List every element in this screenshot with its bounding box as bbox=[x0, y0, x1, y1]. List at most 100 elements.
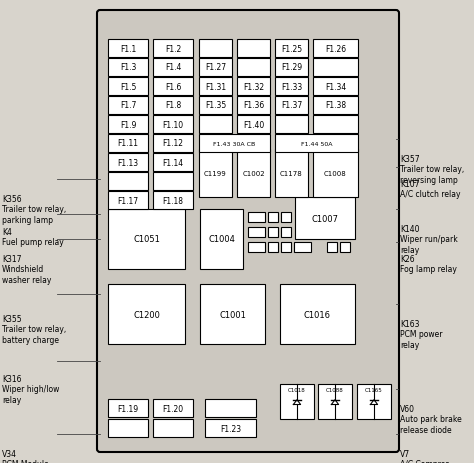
Text: F1.10: F1.10 bbox=[163, 120, 183, 129]
Text: V7
A/C Compres-
sor clutch diode: V7 A/C Compres- sor clutch diode bbox=[400, 449, 461, 463]
Text: C1051: C1051 bbox=[133, 235, 160, 244]
Text: F1.11: F1.11 bbox=[118, 139, 138, 148]
Bar bbox=[275, 40, 308, 58]
Bar bbox=[248, 213, 265, 223]
Text: F1.26: F1.26 bbox=[325, 44, 346, 53]
Bar bbox=[275, 97, 308, 115]
Text: V60
Auto park brake
release diode: V60 Auto park brake release diode bbox=[400, 404, 462, 434]
Text: F1.7: F1.7 bbox=[120, 101, 136, 110]
Text: F1.12: F1.12 bbox=[163, 139, 183, 148]
Bar bbox=[327, 243, 337, 252]
Bar bbox=[108, 284, 185, 344]
Bar bbox=[237, 40, 270, 58]
Text: K4
Fuel pump relay: K4 Fuel pump relay bbox=[2, 227, 64, 247]
Bar bbox=[268, 213, 278, 223]
Text: F1.37: F1.37 bbox=[281, 101, 302, 110]
Text: C1178: C1178 bbox=[280, 171, 303, 176]
Bar bbox=[248, 243, 265, 252]
Bar bbox=[313, 116, 358, 134]
Bar bbox=[153, 78, 193, 96]
Bar bbox=[108, 419, 148, 437]
Bar bbox=[153, 399, 193, 417]
Text: K356
Trailer tow relay,
parking lamp: K356 Trailer tow relay, parking lamp bbox=[2, 194, 66, 224]
Text: F1.4: F1.4 bbox=[165, 63, 181, 72]
Bar bbox=[108, 59, 148, 77]
Bar bbox=[237, 97, 270, 115]
Bar bbox=[318, 384, 352, 419]
Bar bbox=[205, 419, 256, 437]
Bar bbox=[108, 135, 148, 153]
Bar bbox=[108, 399, 148, 417]
Bar bbox=[313, 97, 358, 115]
Text: K163
PCM power
relay: K163 PCM power relay bbox=[400, 319, 443, 349]
Bar bbox=[275, 116, 308, 134]
Text: F1.1: F1.1 bbox=[120, 44, 136, 53]
Bar bbox=[268, 227, 278, 238]
Bar bbox=[153, 40, 193, 58]
Text: K317
Windshield
washer relay: K317 Windshield washer relay bbox=[2, 255, 51, 284]
Bar bbox=[275, 59, 308, 77]
Text: F1.44 50A: F1.44 50A bbox=[301, 141, 332, 146]
Bar bbox=[199, 40, 232, 58]
Text: F1.40: F1.40 bbox=[243, 120, 264, 129]
Text: F1.35: F1.35 bbox=[205, 101, 226, 110]
Text: F1.27: F1.27 bbox=[205, 63, 226, 72]
Text: C1008: C1008 bbox=[324, 171, 347, 176]
Bar bbox=[108, 173, 148, 191]
Bar bbox=[275, 78, 308, 96]
Text: K355
Trailer tow relay,
battery charge: K355 Trailer tow relay, battery charge bbox=[2, 314, 66, 344]
Text: K140
Wiper run/park
relay: K140 Wiper run/park relay bbox=[400, 225, 458, 254]
Text: F1.23: F1.23 bbox=[220, 424, 241, 432]
Text: C1088: C1088 bbox=[326, 387, 344, 392]
Text: K357
Trailer tow relay,
reversing lamp: K357 Trailer tow relay, reversing lamp bbox=[400, 155, 464, 184]
Bar bbox=[281, 227, 291, 238]
Bar bbox=[200, 210, 243, 269]
Text: F1.14: F1.14 bbox=[163, 158, 183, 167]
Bar bbox=[153, 173, 193, 191]
Text: F1.2: F1.2 bbox=[165, 44, 181, 53]
Text: C1018: C1018 bbox=[288, 387, 306, 392]
Bar bbox=[200, 284, 265, 344]
Bar bbox=[108, 210, 185, 269]
Text: C1002: C1002 bbox=[242, 171, 265, 176]
Bar bbox=[199, 59, 232, 77]
Bar bbox=[153, 154, 193, 172]
Text: F1.29: F1.29 bbox=[281, 63, 302, 72]
Text: F1.3: F1.3 bbox=[120, 63, 136, 72]
Text: C1165: C1165 bbox=[365, 387, 383, 392]
Bar bbox=[153, 97, 193, 115]
Text: K26
Fog lamp relay: K26 Fog lamp relay bbox=[400, 255, 457, 274]
Bar bbox=[280, 384, 314, 419]
Text: F1.9: F1.9 bbox=[120, 120, 136, 129]
Bar bbox=[275, 135, 358, 153]
Text: C1200: C1200 bbox=[133, 310, 160, 319]
Bar bbox=[199, 97, 232, 115]
FancyBboxPatch shape bbox=[97, 11, 399, 452]
Bar bbox=[268, 243, 278, 252]
Bar bbox=[199, 116, 232, 134]
Bar bbox=[275, 150, 308, 198]
Bar bbox=[280, 284, 355, 344]
Bar bbox=[281, 243, 291, 252]
Text: C1016: C1016 bbox=[304, 310, 331, 319]
Text: K316
Wiper high/low
relay: K316 Wiper high/low relay bbox=[2, 374, 59, 404]
Bar bbox=[313, 40, 358, 58]
Text: F1.6: F1.6 bbox=[165, 82, 181, 91]
Text: K107
A/C clutch relay: K107 A/C clutch relay bbox=[400, 180, 461, 199]
Bar bbox=[313, 150, 358, 198]
Text: F1.19: F1.19 bbox=[118, 404, 138, 413]
Text: C1007: C1007 bbox=[311, 214, 338, 223]
Bar bbox=[357, 384, 391, 419]
Text: F1.5: F1.5 bbox=[120, 82, 136, 91]
Bar bbox=[153, 192, 193, 210]
Bar bbox=[108, 116, 148, 134]
Bar bbox=[237, 59, 270, 77]
Bar bbox=[108, 192, 148, 210]
Text: F1.36: F1.36 bbox=[243, 101, 264, 110]
Bar bbox=[108, 40, 148, 58]
Text: F1.34: F1.34 bbox=[325, 82, 346, 91]
Bar bbox=[153, 419, 193, 437]
Bar bbox=[237, 116, 270, 134]
Bar bbox=[313, 78, 358, 96]
Bar bbox=[199, 78, 232, 96]
